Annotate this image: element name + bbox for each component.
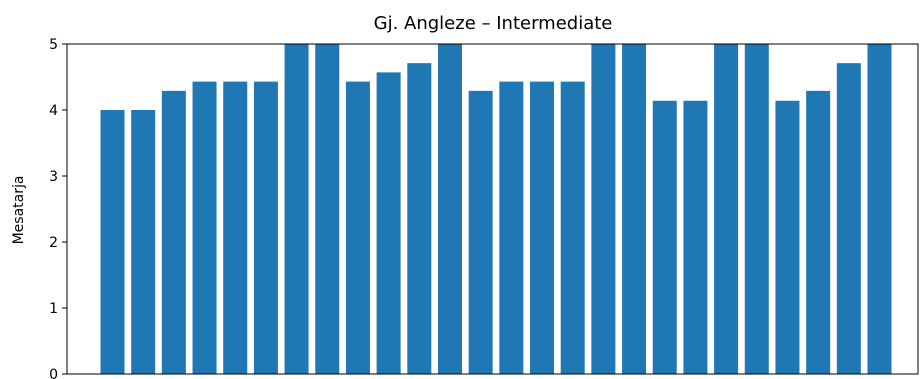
bar — [223, 81, 248, 375]
y-axis-label: Mesatarja — [11, 176, 27, 245]
y-tick-label: 5 — [49, 37, 58, 53]
bar — [622, 44, 647, 374]
bar — [345, 81, 370, 375]
bar — [683, 100, 708, 374]
bar — [499, 81, 524, 375]
chart-title: Gj. Angleze – Intermediate — [374, 13, 613, 34]
bar — [100, 110, 125, 374]
bar — [714, 44, 739, 374]
y-axis-ticks: 0 1 2 3 4 5 — [49, 37, 67, 379]
bar — [437, 44, 462, 374]
y-tick-label: 3 — [49, 169, 58, 185]
bar — [806, 90, 831, 375]
bar — [744, 44, 769, 374]
bar — [253, 81, 278, 375]
bars-group — [100, 44, 892, 375]
bar — [284, 44, 309, 374]
bar — [530, 81, 555, 375]
plot-frame — [66, 43, 919, 375]
bar — [468, 90, 493, 375]
bar — [407, 63, 432, 374]
bar — [652, 100, 677, 374]
y-tick-label: 0 — [49, 367, 58, 379]
y-tick-label: 2 — [49, 235, 58, 251]
bar — [315, 44, 340, 374]
bar — [560, 81, 585, 375]
y-tick-label: 1 — [49, 301, 58, 317]
bar — [867, 44, 892, 374]
bar — [161, 90, 186, 375]
bar — [836, 63, 861, 374]
bar — [775, 100, 800, 374]
bar — [591, 44, 616, 374]
bar — [376, 72, 401, 374]
bar — [192, 81, 217, 375]
y-tick-label: 4 — [49, 103, 58, 119]
bar — [131, 110, 156, 374]
